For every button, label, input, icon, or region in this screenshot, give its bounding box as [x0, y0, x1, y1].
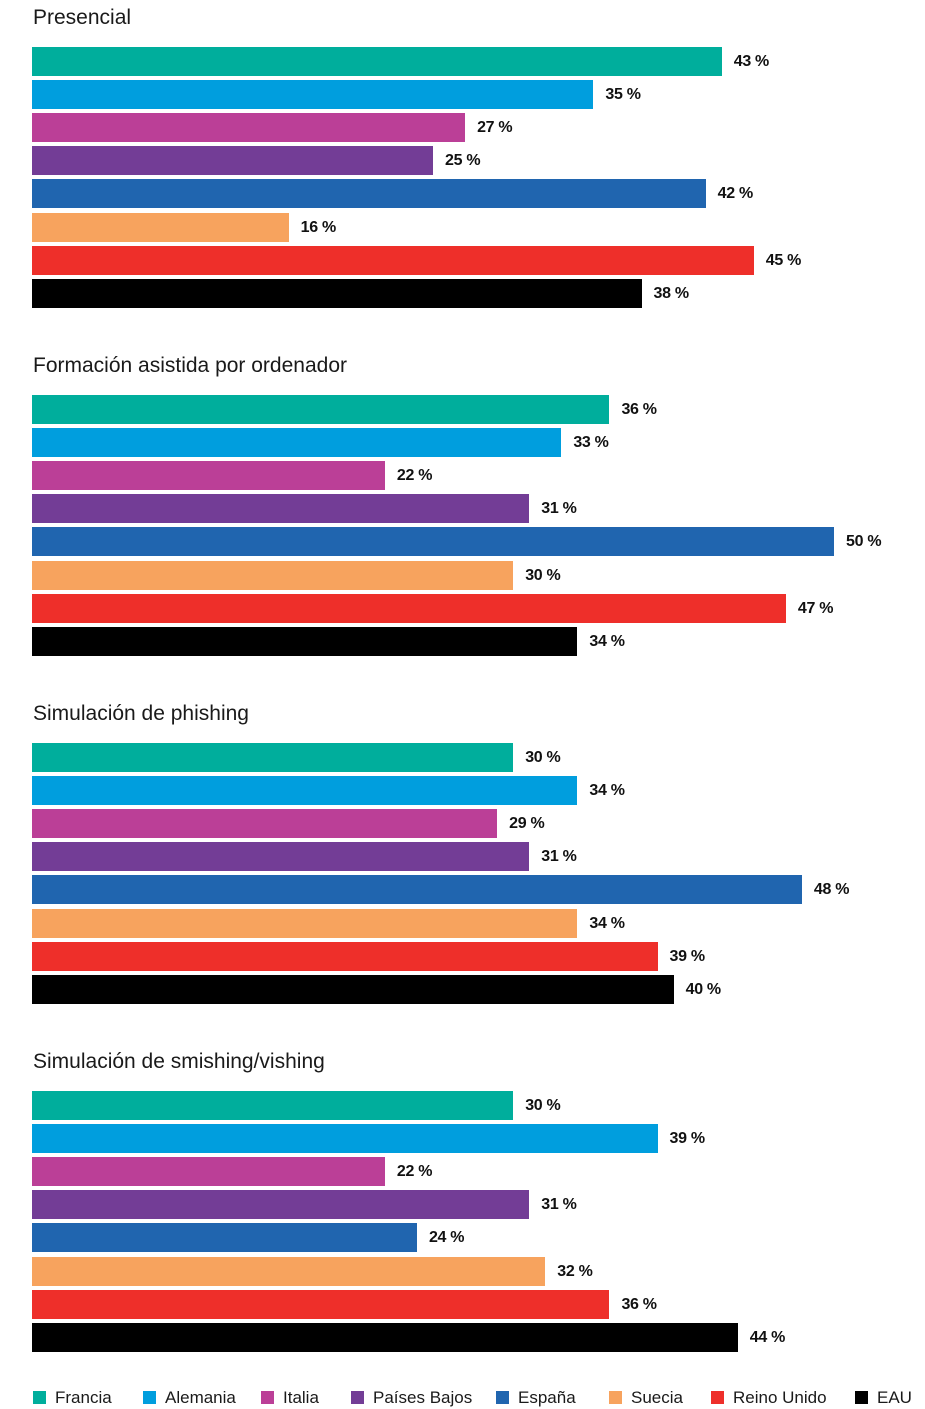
value-label: 50 %: [846, 533, 882, 551]
value-label: 16 %: [300, 218, 337, 236]
value-label: 33 %: [573, 434, 609, 452]
legend-label: EAU: [877, 1388, 912, 1407]
legend-label: Alemania: [165, 1388, 236, 1407]
panel-title: Presencial: [33, 6, 132, 29]
value-label: 39 %: [669, 947, 706, 965]
bar: [32, 776, 578, 806]
value-label: 34 %: [589, 914, 625, 932]
value-label: 35 %: [605, 86, 641, 104]
value-label: 24 %: [428, 1229, 465, 1247]
bar: [32, 1289, 610, 1319]
legend-swatch: [711, 1391, 724, 1404]
legend-swatch: [143, 1391, 156, 1404]
bar: [32, 113, 466, 143]
value-label: 34 %: [589, 782, 625, 800]
value-label: 22 %: [396, 1163, 433, 1181]
bar: [32, 974, 674, 1004]
legend-swatch: [496, 1391, 509, 1404]
bar: [32, 560, 514, 590]
value-label: 44 %: [749, 1328, 786, 1346]
legend-swatch: [33, 1391, 46, 1404]
legend-label: Italia: [283, 1388, 319, 1407]
bar: [32, 212, 289, 242]
value-label: 30 %: [525, 1097, 561, 1114]
bar: [32, 1190, 530, 1220]
value-label: 34 %: [589, 632, 625, 650]
legend-swatch: [855, 1391, 868, 1404]
value-label: 27 %: [477, 119, 513, 137]
value-label: 31 %: [541, 1196, 577, 1214]
panel-title: Simulación de smishing/vishing: [33, 1050, 325, 1073]
panel-title: Simulación de phishing: [33, 702, 249, 725]
legend-swatch: [351, 1391, 364, 1404]
legend-swatch: [609, 1391, 622, 1404]
legend-label: Francia: [55, 1388, 112, 1407]
bar: [32, 146, 433, 176]
value-label: 40 %: [685, 980, 722, 998]
bar: [32, 395, 610, 424]
value-label: 25 %: [445, 152, 481, 170]
bar: [32, 908, 578, 938]
bar: [32, 875, 802, 905]
bar: [32, 1157, 385, 1187]
value-label: 36 %: [621, 401, 657, 418]
bar: [32, 941, 658, 971]
bar: [32, 1091, 514, 1120]
bar: [32, 428, 562, 458]
bar: [32, 80, 594, 110]
bar: [32, 494, 530, 524]
legend-label: Suecia: [631, 1388, 683, 1407]
value-label: 31 %: [541, 500, 577, 518]
value-label: 45 %: [765, 251, 802, 269]
value-label: 30 %: [525, 566, 561, 584]
legend-swatch: [261, 1391, 274, 1404]
legend-label: Países Bajos: [373, 1388, 473, 1407]
legend-label: Reino Unido: [733, 1388, 827, 1407]
bar: [32, 593, 786, 623]
value-label: 30 %: [525, 749, 561, 766]
value-label: 32 %: [557, 1262, 593, 1280]
panel-title: Formación asistida por ordenador: [33, 354, 347, 377]
bar: [32, 809, 498, 839]
bar: [32, 842, 530, 872]
bar: [32, 47, 722, 76]
value-label: 48 %: [813, 881, 850, 899]
value-label: 22 %: [396, 467, 433, 485]
bar: [32, 527, 834, 557]
bar: [32, 1223, 417, 1253]
bar: [32, 626, 578, 656]
value-label: 47 %: [797, 599, 834, 617]
bar: [32, 179, 706, 209]
bar: [32, 743, 514, 772]
value-label: 36 %: [621, 1295, 657, 1313]
bar: [32, 461, 385, 491]
bar: [32, 1256, 546, 1286]
bar: [32, 245, 754, 275]
value-label: 39 %: [669, 1130, 706, 1148]
value-label: 31 %: [541, 848, 577, 866]
value-label: 38 %: [653, 284, 690, 302]
bar: [32, 1322, 738, 1352]
value-label: 43 %: [733, 53, 770, 70]
legend-label: España: [518, 1388, 576, 1407]
bar: [32, 1124, 658, 1154]
value-label: 29 %: [509, 815, 545, 833]
value-label: 42 %: [717, 185, 754, 203]
bar: [32, 278, 642, 308]
